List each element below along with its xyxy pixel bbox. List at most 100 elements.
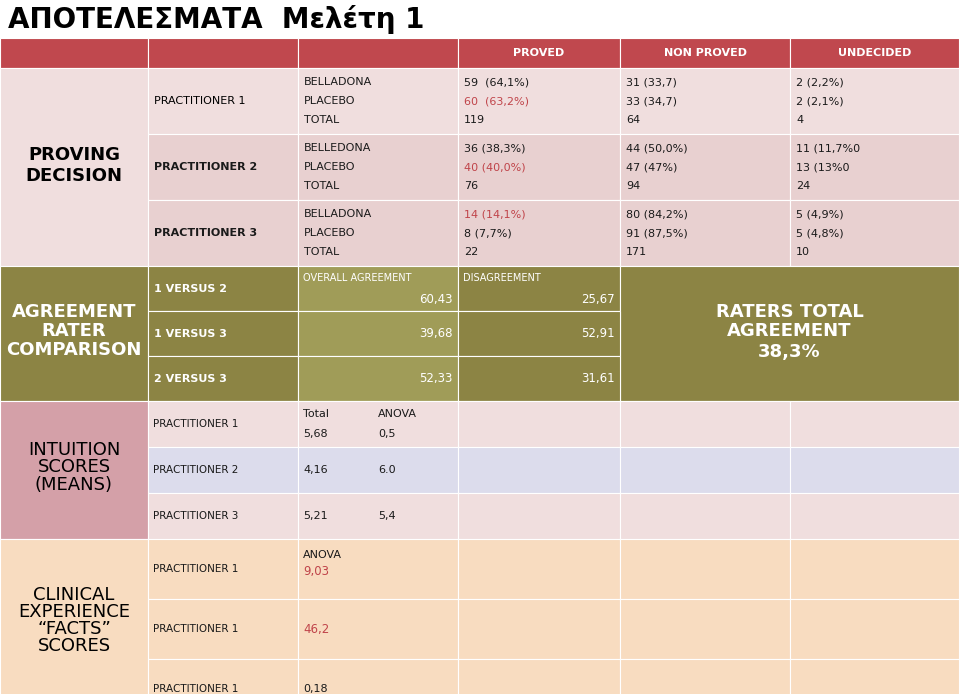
Text: 38,3%: 38,3% <box>759 343 821 360</box>
Bar <box>458 266 620 311</box>
Text: PROVING: PROVING <box>28 146 120 164</box>
Text: 80 (84,2%): 80 (84,2%) <box>626 209 688 219</box>
Bar <box>298 356 458 401</box>
Text: 52,33: 52,33 <box>420 372 453 385</box>
Bar <box>458 200 620 266</box>
Text: “FACTS”: “FACTS” <box>37 620 111 638</box>
Text: 39,68: 39,68 <box>419 327 453 340</box>
Text: 10: 10 <box>796 247 810 257</box>
Bar <box>458 311 620 356</box>
Bar <box>790 200 959 266</box>
Text: PRACTITIONER 1: PRACTITIONER 1 <box>153 684 239 694</box>
Bar <box>298 68 458 134</box>
Text: 76: 76 <box>464 181 479 191</box>
Text: AGREEMENT: AGREEMENT <box>727 321 852 339</box>
Text: 11 (11,7%0: 11 (11,7%0 <box>796 143 860 153</box>
Text: BELLADONA: BELLADONA <box>304 77 372 87</box>
Text: 31 (33,7): 31 (33,7) <box>626 77 677 87</box>
Bar <box>620 266 959 401</box>
Bar <box>0 68 148 266</box>
Text: 9,03: 9,03 <box>303 564 329 577</box>
Text: SCORES: SCORES <box>37 458 110 476</box>
Bar <box>0 539 148 694</box>
Bar <box>458 539 620 599</box>
Bar <box>620 200 790 266</box>
Bar <box>148 311 298 356</box>
Bar <box>148 200 298 266</box>
Bar <box>620 659 790 694</box>
Bar <box>148 599 298 659</box>
Text: 25,67: 25,67 <box>581 292 615 305</box>
Text: ANOVA: ANOVA <box>378 409 417 419</box>
Bar <box>620 539 790 599</box>
Text: 60,43: 60,43 <box>419 292 453 305</box>
Bar <box>620 447 790 493</box>
Bar <box>620 493 790 539</box>
Text: 94: 94 <box>626 181 641 191</box>
Text: 33 (34,7): 33 (34,7) <box>626 96 677 106</box>
Text: DISAGREEMENT: DISAGREEMENT <box>463 273 541 283</box>
Bar <box>620 68 790 134</box>
Text: RATERS TOTAL: RATERS TOTAL <box>715 303 863 321</box>
Text: 60  (63,2%): 60 (63,2%) <box>464 96 529 106</box>
Bar <box>148 134 298 200</box>
Bar <box>0 266 148 401</box>
Bar <box>458 493 620 539</box>
Bar <box>790 134 959 200</box>
Text: 1 VERSUS 3: 1 VERSUS 3 <box>154 328 227 339</box>
Bar <box>298 447 458 493</box>
Bar <box>298 539 458 599</box>
Text: 40 (40,0%): 40 (40,0%) <box>464 162 526 172</box>
Text: CLINICAL: CLINICAL <box>34 586 115 604</box>
Text: PROVED: PROVED <box>513 48 565 58</box>
Bar <box>458 659 620 694</box>
Bar <box>620 134 790 200</box>
Text: AGREEMENT: AGREEMENT <box>12 303 136 321</box>
Text: 14 (14,1%): 14 (14,1%) <box>464 209 526 219</box>
Text: 0,5: 0,5 <box>378 429 395 439</box>
Bar <box>148 539 298 599</box>
Bar <box>458 134 620 200</box>
Bar <box>790 38 959 68</box>
Text: 8 (7,7%): 8 (7,7%) <box>464 228 512 238</box>
Text: BELLADONA: BELLADONA <box>304 209 372 219</box>
Text: 5 (4,8%): 5 (4,8%) <box>796 228 844 238</box>
Text: 119: 119 <box>464 115 485 125</box>
Bar <box>620 599 790 659</box>
Bar <box>148 493 298 539</box>
Text: 171: 171 <box>626 247 647 257</box>
Text: UNDECIDED: UNDECIDED <box>838 48 911 58</box>
Bar <box>0 38 148 68</box>
Text: 13 (13%0: 13 (13%0 <box>796 162 850 172</box>
Text: 64: 64 <box>626 115 640 125</box>
Bar <box>790 401 959 447</box>
Bar <box>298 200 458 266</box>
Bar <box>790 68 959 134</box>
Bar <box>458 38 620 68</box>
Text: DECISION: DECISION <box>26 167 123 185</box>
Text: 59  (64,1%): 59 (64,1%) <box>464 77 529 87</box>
Text: 44 (50,0%): 44 (50,0%) <box>626 143 688 153</box>
Text: BELLEDONA: BELLEDONA <box>304 143 371 153</box>
Text: PRACTITIONER 1: PRACTITIONER 1 <box>153 624 239 634</box>
Bar <box>790 539 959 599</box>
Text: TOTAL: TOTAL <box>304 181 339 191</box>
Text: 31,61: 31,61 <box>581 372 615 385</box>
Text: PRACTITIONER 2: PRACTITIONER 2 <box>153 465 239 475</box>
Bar <box>790 599 959 659</box>
Bar <box>298 134 458 200</box>
Text: 91 (87,5%): 91 (87,5%) <box>626 228 688 238</box>
Bar <box>298 401 458 447</box>
Text: TOTAL: TOTAL <box>304 115 339 125</box>
Text: 6.0: 6.0 <box>378 465 396 475</box>
Bar <box>790 493 959 539</box>
Text: 4: 4 <box>796 115 803 125</box>
Text: SCORES: SCORES <box>37 637 110 655</box>
Text: ΑΠΟΤΕΛΕΣΜΑΤΑ  Μελέτη 1: ΑΠΟΤΕΛΕΣΜΑΤΑ Μελέτη 1 <box>8 4 425 33</box>
Bar <box>148 356 298 401</box>
Bar <box>148 266 298 311</box>
Text: 1 VERSUS 2: 1 VERSUS 2 <box>154 284 227 294</box>
Bar <box>298 266 458 311</box>
Text: 36 (38,3%): 36 (38,3%) <box>464 143 526 153</box>
Bar <box>790 447 959 493</box>
